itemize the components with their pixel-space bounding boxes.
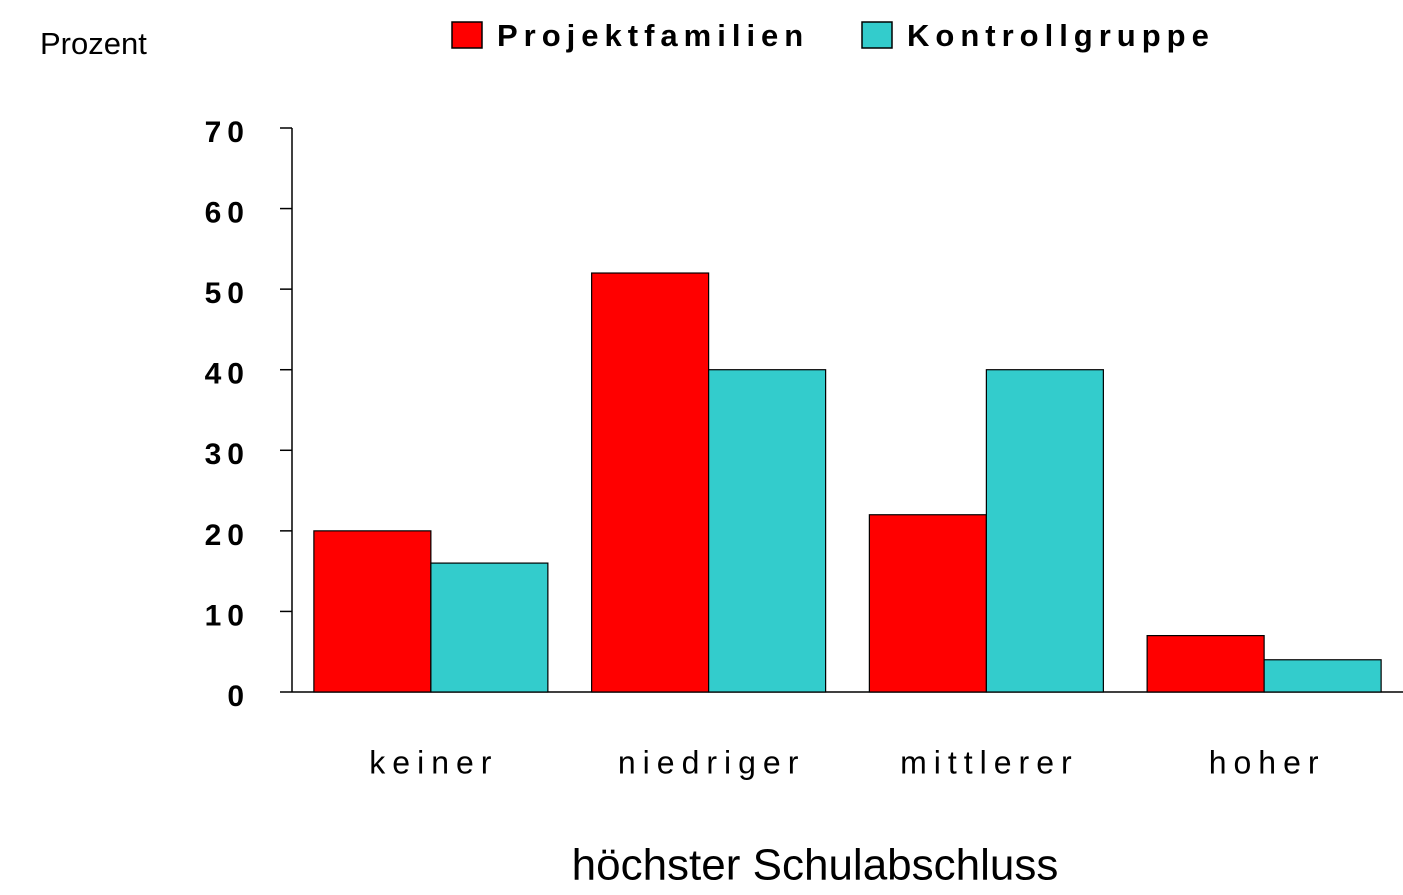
y-tick-label: 10 xyxy=(205,599,250,632)
x-tick-label: mittlerer xyxy=(900,744,1079,780)
bar xyxy=(868,514,987,693)
legend-label: Projektfamilien xyxy=(497,18,809,53)
bar xyxy=(1263,659,1382,693)
bar xyxy=(430,562,549,693)
bar xyxy=(985,369,1104,693)
legend-swatch xyxy=(861,21,893,49)
bar xyxy=(708,369,827,693)
y-tick-label: 50 xyxy=(205,277,250,310)
y-tick-label: 60 xyxy=(205,196,250,229)
x-axis-label: höchster Schulabschluss xyxy=(572,841,1059,890)
y-tick-label: 0 xyxy=(227,680,250,713)
legend-label: Kontrollgruppe xyxy=(907,18,1215,53)
x-tick-label: hoher xyxy=(1209,744,1326,780)
legend-swatch xyxy=(451,21,483,49)
bar xyxy=(591,272,710,693)
y-tick-label: 30 xyxy=(205,438,250,471)
bar xyxy=(1146,634,1265,693)
y-tick-label: 70 xyxy=(205,116,250,149)
x-tick-label: niedriger xyxy=(618,744,806,780)
y-tick-label: 20 xyxy=(205,519,250,552)
y-tick-label: 40 xyxy=(205,358,250,391)
bar xyxy=(313,530,432,693)
x-tick-label: keiner xyxy=(369,744,498,780)
y-axis-label: Prozent xyxy=(40,26,147,61)
